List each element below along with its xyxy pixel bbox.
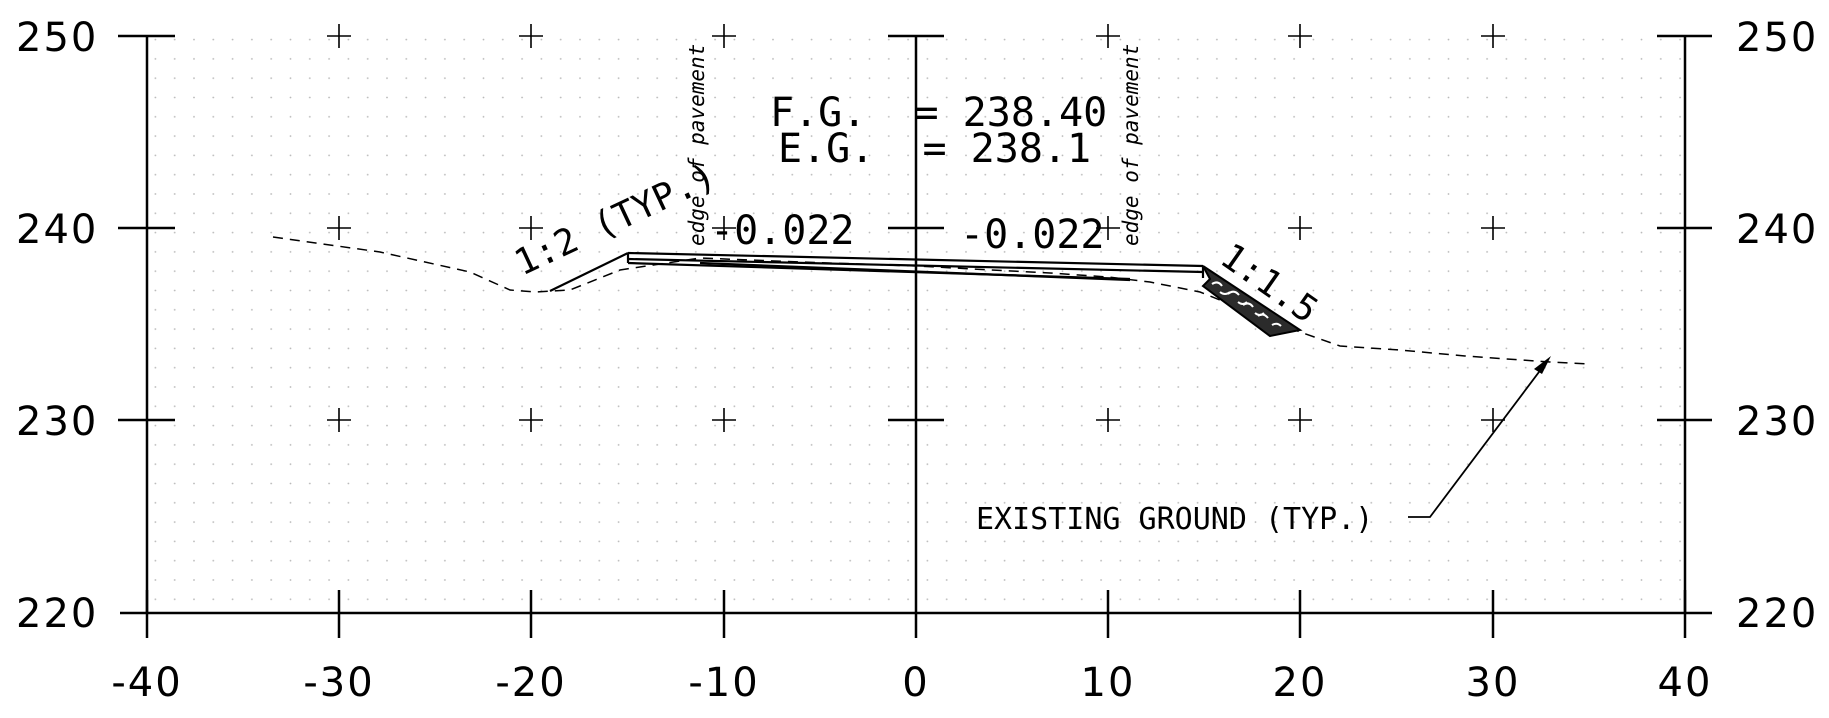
grid-cross-20-250 bbox=[1288, 24, 1312, 48]
right-label-220: 220 bbox=[1736, 591, 1818, 637]
leader-line bbox=[1408, 359, 1549, 518]
offset-label-minus20: -20 bbox=[495, 660, 566, 706]
right-label-250: 250 bbox=[1736, 15, 1818, 61]
left-label-220: 220 bbox=[16, 591, 98, 637]
grid-cross-20-230 bbox=[1288, 408, 1312, 432]
offset-label-40: 40 bbox=[1658, 660, 1713, 706]
grid-cross-minus20-230 bbox=[519, 408, 543, 432]
edge-of-pavement-right-label: edge of pavement bbox=[1119, 44, 1143, 246]
grid-cross-minus10-250 bbox=[712, 24, 736, 48]
offset-label-20: 20 bbox=[1273, 660, 1328, 706]
offset-label-30: 30 bbox=[1466, 660, 1521, 706]
left-label-230: 230 bbox=[16, 399, 98, 445]
existing-ground-label: EXISTING GROUND (TYP.) bbox=[976, 502, 1373, 537]
riprap-slope bbox=[1201, 265, 1303, 338]
grid-cross-20-240 bbox=[1288, 216, 1312, 240]
offset-label-0: 0 bbox=[902, 660, 929, 706]
right-elevation-labels: 250 240 230 220 bbox=[1736, 15, 1818, 637]
grid-cross-minus10-230 bbox=[712, 408, 736, 432]
grid-cross-minus30-230 bbox=[327, 408, 351, 432]
right-label-240: 240 bbox=[1736, 207, 1818, 253]
offset-label-10: 10 bbox=[1081, 660, 1136, 706]
finished-grade-label: F.G. = 238.40 bbox=[770, 90, 1107, 136]
grid-crosses bbox=[327, 24, 1505, 432]
offset-labels: -40 -30 -20 -10 0 10 20 30 40 bbox=[111, 660, 1713, 706]
subgrade-line bbox=[699, 261, 1131, 282]
existing-ground-line bbox=[272, 236, 1591, 365]
left-fill-slope bbox=[549, 252, 629, 292]
pavement-top bbox=[627, 251, 1204, 268]
grid-cross-10-250 bbox=[1096, 24, 1120, 48]
grid-cross-10-240 bbox=[1096, 216, 1120, 240]
edge-of-pavement-left-label: edge of pavement bbox=[685, 44, 709, 246]
offset-label-minus10: -10 bbox=[688, 660, 759, 706]
grid-cross-minus10-240 bbox=[712, 216, 736, 240]
grid-cross-minus20-250 bbox=[519, 24, 543, 48]
grid-cross-minus20-240 bbox=[519, 216, 543, 240]
right-label-230: 230 bbox=[1736, 399, 1818, 445]
offset-label-minus30: -30 bbox=[303, 660, 374, 706]
grid-cross-30-250 bbox=[1481, 24, 1505, 48]
grid-cross-10-230 bbox=[1096, 408, 1120, 432]
grid-cross-minus30-240 bbox=[327, 216, 351, 240]
existing-grade-label: E.G. = 238.1 bbox=[778, 126, 1091, 172]
left-label-240: 240 bbox=[16, 207, 98, 253]
right-cross-slope-label: -0.022 bbox=[960, 212, 1105, 258]
grid-cross-30-230 bbox=[1481, 408, 1505, 432]
riprap-stones bbox=[1211, 281, 1282, 327]
frame-axes bbox=[118, 34, 1712, 638]
leader-arrowhead bbox=[1534, 356, 1551, 374]
left-elevation-labels: 250 240 230 220 bbox=[16, 15, 98, 637]
pavement-layer-1 bbox=[627, 257, 1204, 274]
grid-cross-minus30-250 bbox=[327, 24, 351, 48]
left-cross-slope-label: -0.022 bbox=[710, 208, 855, 254]
left-label-250: 250 bbox=[16, 15, 98, 61]
grid-cross-30-240 bbox=[1481, 216, 1505, 240]
finished-grade-section bbox=[549, 251, 1303, 338]
offset-label-minus40: -40 bbox=[111, 660, 182, 706]
existing-ground-leader bbox=[1408, 356, 1551, 518]
